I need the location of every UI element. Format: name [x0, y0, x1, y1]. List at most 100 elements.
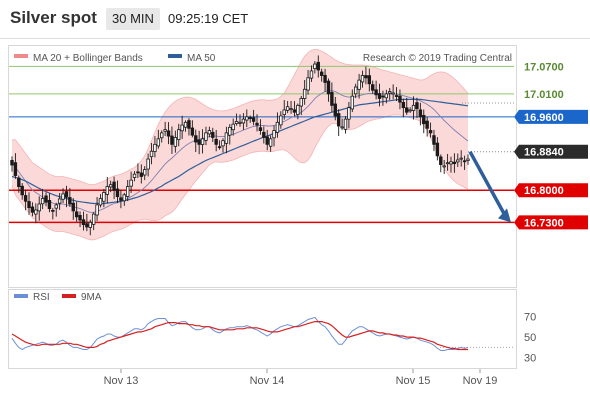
candle-132: [459, 150, 463, 167]
candle-87: [306, 70, 310, 95]
candles: [10, 55, 470, 236]
candle-43: [156, 129, 161, 149]
candle-84: [296, 103, 300, 120]
candle-130: [452, 153, 457, 173]
rsi-panel-content: 70 50 30: [11, 311, 536, 365]
candle-81: [285, 101, 290, 114]
candle-102: [357, 73, 361, 99]
candle-118: [411, 96, 416, 120]
candle-3: [20, 183, 24, 200]
candle-26: [98, 194, 103, 208]
candle-55: [197, 130, 201, 155]
candle-115: [401, 98, 406, 118]
price-panel-frame: [8, 45, 517, 288]
level-tag-bg-4: [514, 183, 588, 198]
forecast-arrow-shaft: [468, 150, 507, 217]
candle-49: [177, 123, 181, 147]
candle-94: [330, 82, 334, 112]
candle-129: [449, 156, 453, 173]
candle-51: [183, 120, 188, 132]
candle-52: [187, 118, 191, 136]
candle-98: [343, 115, 348, 134]
candle-2: [17, 175, 21, 193]
level-tag-label-3: 16.8840: [524, 147, 564, 159]
candle-113: [394, 87, 399, 102]
x-tick-label-1: Nov 14: [250, 375, 285, 387]
level-tag-4: 16.8000: [514, 183, 588, 198]
candle-46: [166, 122, 171, 145]
instrument-title: Silver spot: [10, 8, 97, 27]
candle-58: [207, 126, 212, 138]
candle-5: [27, 192, 31, 215]
candle-100: [350, 89, 354, 113]
candle-53: [190, 120, 195, 138]
x-tick-label-0: Nov 13: [104, 375, 139, 387]
candle-112: [391, 84, 395, 100]
candle-1: [13, 153, 18, 179]
timeframe-badge[interactable]: 30 MIN: [106, 8, 160, 30]
candle-93: [326, 78, 331, 102]
candle-68: [241, 113, 246, 130]
candle-92: [323, 68, 327, 92]
candle-73: [258, 119, 263, 135]
candle-71: [251, 109, 256, 126]
candle-62: [221, 138, 225, 153]
candle-69: [245, 109, 249, 128]
bb-legend-label: MA 20 + Bollinger Bands: [33, 53, 143, 64]
candle-119: [415, 97, 419, 118]
candle-108: [377, 83, 382, 107]
candle-48: [173, 130, 178, 153]
rsi-legend-label: RSI: [33, 292, 50, 303]
level-tag-bg-5: [514, 215, 588, 230]
candle-82: [289, 100, 293, 114]
candle-0: [10, 156, 14, 172]
candle-134: [466, 154, 470, 165]
candle-38: [139, 164, 144, 184]
candle-14: [57, 192, 62, 210]
candle-44: [160, 130, 164, 143]
candle-131: [456, 153, 460, 167]
candle-107: [374, 80, 378, 100]
level-tag-5: 16.7300: [514, 215, 588, 230]
candle-95: [333, 96, 337, 121]
copyright-text: Research © 2019 Trading Central: [363, 53, 512, 64]
forecast-arrow-head: [498, 208, 511, 223]
rsi-ma-line: [11, 321, 468, 351]
candle-39: [143, 166, 147, 181]
candle-80: [282, 100, 286, 120]
candle-106: [371, 80, 375, 94]
candle-4: [23, 189, 28, 211]
candle-16: [64, 185, 69, 208]
candle-50: [180, 115, 184, 139]
candle-40: [146, 153, 150, 177]
candle-63: [224, 126, 229, 154]
candle-32: [119, 189, 123, 209]
candle-23: [88, 219, 92, 236]
candle-20: [78, 211, 82, 228]
forecast-arrow: [468, 150, 511, 223]
candle-77: [272, 125, 276, 147]
level-tag-label-5: 16.7300: [524, 217, 564, 229]
candle-79: [279, 111, 283, 129]
chart-header: Silver spot 30 MIN 09:25:19 CET: [0, 0, 590, 38]
candle-109: [381, 90, 385, 106]
candle-6: [30, 202, 35, 217]
candle-54: [194, 129, 198, 153]
candle-33: [122, 192, 126, 206]
candle-124: [432, 129, 436, 152]
candle-61: [217, 140, 222, 150]
rsi-ma-legend-label: 9MA: [81, 292, 102, 303]
candle-47: [170, 126, 174, 154]
candle-31: [115, 180, 120, 204]
candle-17: [68, 188, 72, 207]
candle-11: [47, 193, 52, 213]
rsi-panel-frame: [8, 289, 517, 369]
candle-120: [418, 102, 423, 126]
candle-97: [340, 118, 344, 131]
ma50-line: [11, 98, 469, 205]
rsi-legend-swatch: [14, 294, 28, 298]
candle-25: [95, 197, 99, 221]
candle-42: [153, 136, 157, 158]
candle-101: [354, 83, 358, 99]
